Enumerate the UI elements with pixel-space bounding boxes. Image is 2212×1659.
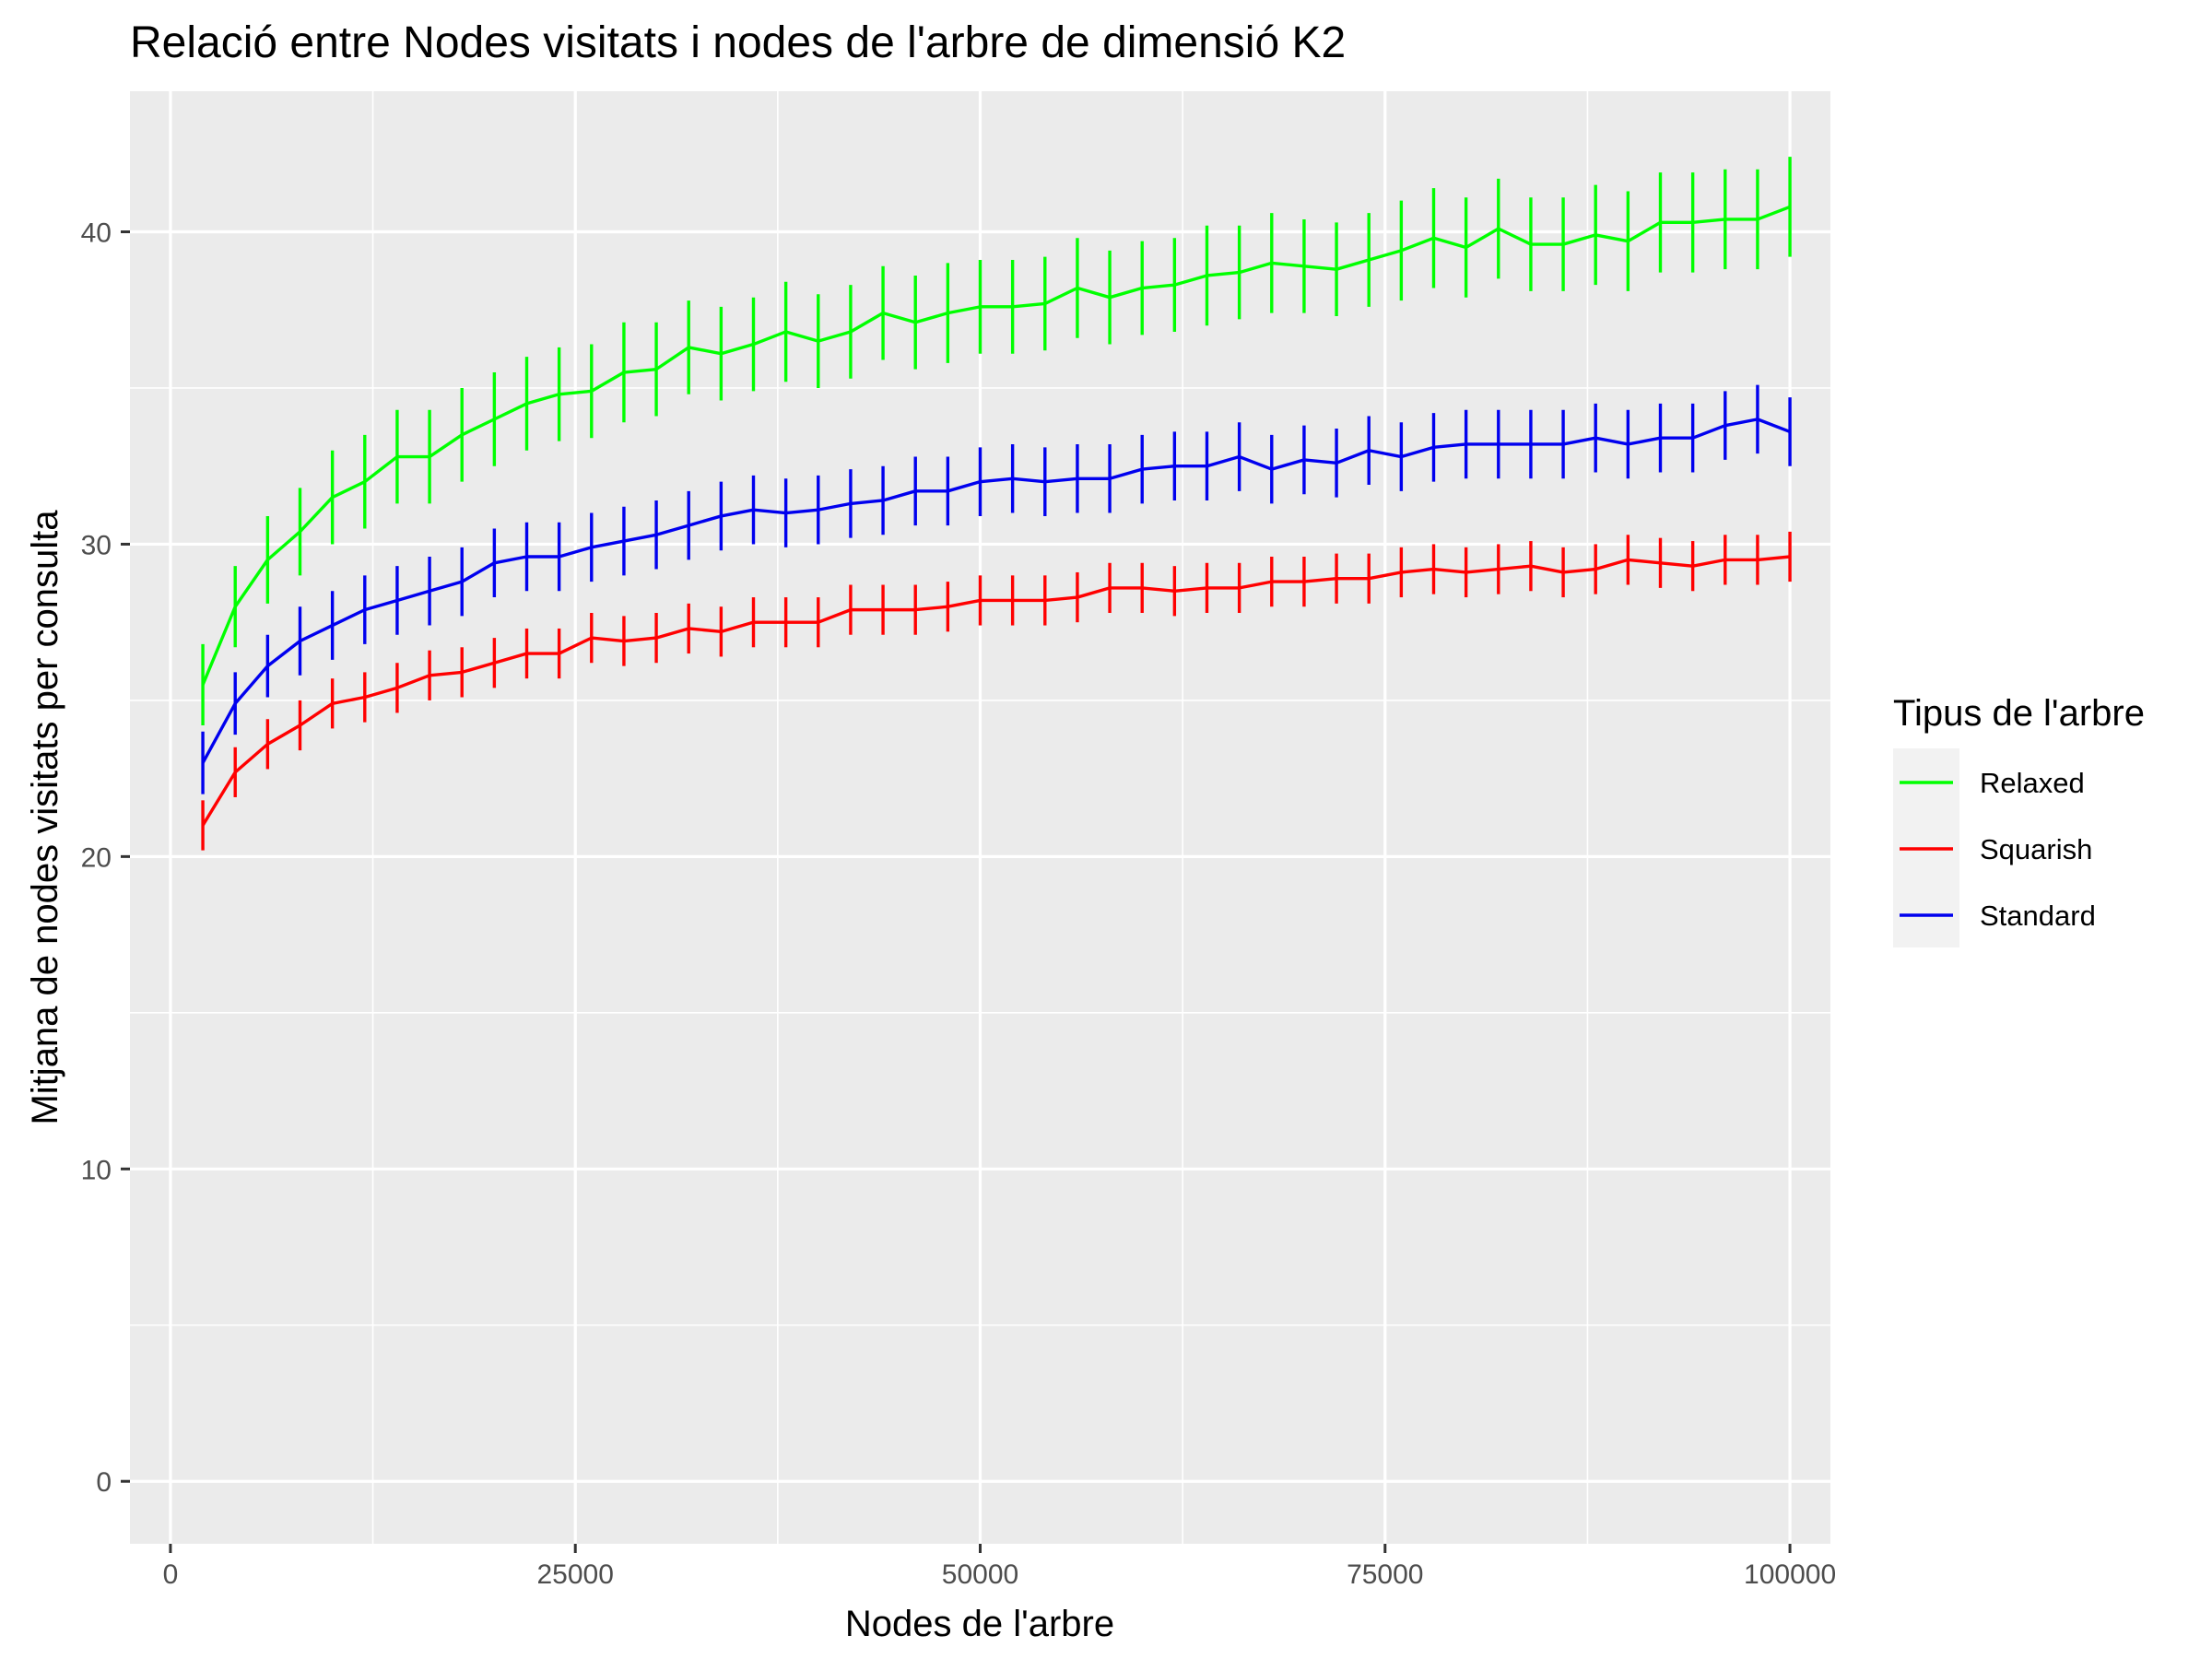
legend-items: Relaxed Squarish Standard [1900, 767, 2096, 932]
y-tick-label: 30 [81, 530, 112, 560]
series-line-relaxed [201, 205, 1791, 686]
x-tick-label: 25000 [536, 1559, 613, 1590]
legend: Tipus de l'arbre Relaxed Squarish Standard [1893, 693, 2145, 947]
x-tick-label: 50000 [942, 1559, 1018, 1590]
x-tick-label: 75000 [1347, 1559, 1423, 1590]
legend-label-squarish: Squarish [1980, 833, 2092, 865]
x-axis-title: Nodes de l'arbre [845, 1604, 1114, 1644]
legend-title: Tipus de l'arbre [1893, 693, 2145, 734]
x-tick-label: 100000 [1744, 1559, 1836, 1590]
y-axis-title: Mitjana de nodes visitats per consulta [25, 510, 65, 1125]
legend-label-standard: Standard [1980, 900, 2096, 932]
x-axis: 0 25000 50000 75000 100000 [163, 1544, 1836, 1590]
series-line-squarish [201, 555, 1791, 827]
y-tick-label: 40 [81, 218, 112, 249]
series-lines [201, 205, 1791, 827]
y-axis: 0 10 20 30 40 [81, 218, 130, 1498]
y-tick-label: 10 [81, 1155, 112, 1185]
x-tick-label: 0 [163, 1559, 179, 1590]
series-line-standard [201, 418, 1791, 764]
chart-title: Relació entre Nodes visitats i nodes de … [130, 18, 1346, 67]
y-tick-label: 20 [81, 842, 112, 873]
grid-major [130, 91, 1830, 1544]
y-tick-label: 0 [96, 1467, 112, 1498]
legend-label-relaxed: Relaxed [1980, 767, 2085, 799]
